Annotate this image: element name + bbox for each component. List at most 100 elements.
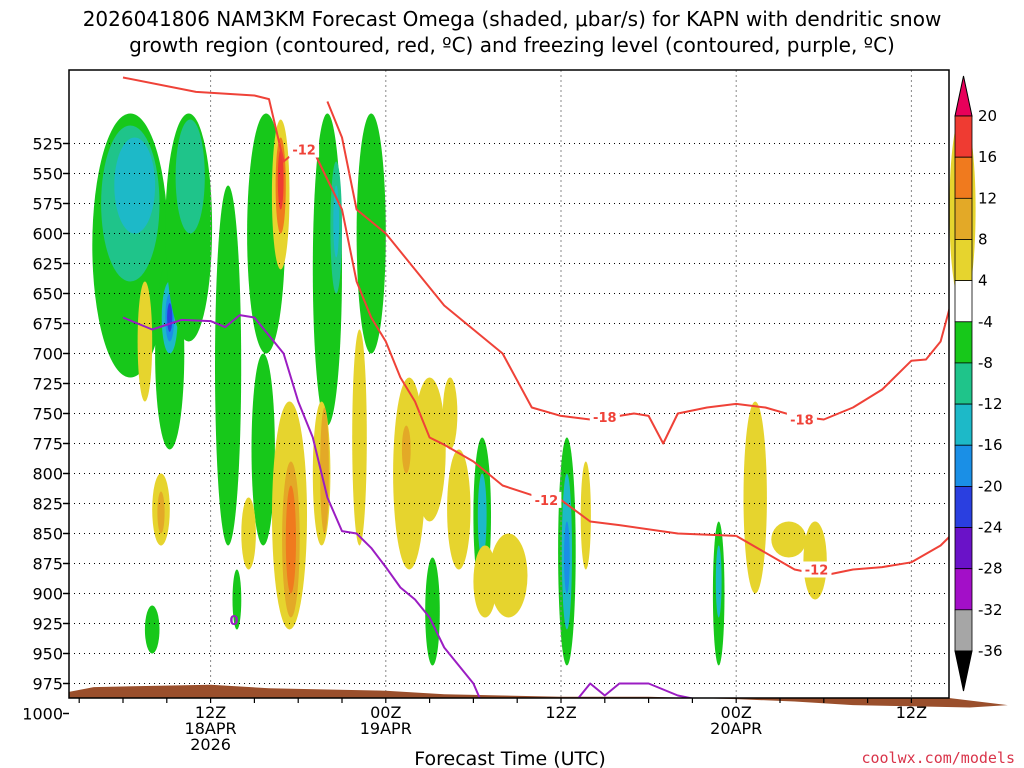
terrain-layer — [69, 684, 1008, 708]
credit-text[interactable]: coolwx.com/models — [861, 749, 1015, 767]
omega-shade-cell — [401, 425, 411, 474]
y-tick-label: 575 — [32, 195, 63, 214]
colorbar-label: -36 — [978, 642, 1003, 660]
y-tick-label: 750 — [32, 405, 63, 424]
colorbar-swatch — [954, 280, 973, 323]
y-tick-label: 625 — [32, 255, 63, 274]
colorbar-swatch — [954, 485, 973, 528]
y-tick-label: 950 — [32, 645, 63, 664]
colorbar-label: 16 — [978, 148, 997, 166]
contour-freezing_0 — [122, 314, 481, 698]
x-tick-label: 12Z — [545, 703, 576, 722]
x-tick-label: 18APR — [185, 719, 237, 738]
contour-label-bg — [589, 409, 620, 426]
omega-shade-cell — [580, 461, 591, 570]
y-tick-label: 825 — [32, 495, 63, 514]
colorbar-label: 20 — [978, 107, 997, 125]
x-tick-label: 20APR — [710, 719, 762, 738]
colorbar-swatch — [954, 197, 973, 240]
colorbar-swatch — [954, 239, 973, 282]
colorbar-swatch — [954, 568, 973, 611]
dgz-contour-label: -12 — [535, 494, 559, 509]
colorbar-label: -32 — [978, 601, 1003, 619]
omega-shading-layer — [92, 113, 976, 666]
freezing-contour-label: 0 — [229, 614, 238, 629]
omega-shade-cell — [167, 303, 173, 332]
omega-shade-cell — [803, 521, 827, 600]
contour-dgz_minus18 — [326, 101, 949, 445]
omega-shade-cell — [489, 533, 528, 618]
omega-shade-cell — [175, 119, 205, 234]
colorbar-swatch — [954, 362, 973, 405]
x-tick-label: 12Z — [195, 703, 226, 722]
omega-shade-cell — [114, 137, 156, 234]
chart-title-line-1: 2026041806 NAM3KM Forecast Omega (shaded… — [83, 7, 942, 31]
x-tick-label: 00Z — [370, 703, 401, 722]
colorbar-label: -4 — [978, 313, 993, 331]
y-tick-label: 875 — [32, 555, 63, 574]
y-tick-label: 900 — [32, 585, 63, 604]
y-tick-label: 525 — [32, 135, 63, 154]
y-tick-label: 850 — [32, 525, 63, 544]
omega-shade-cell — [715, 545, 722, 618]
y-axis: 525 550 575 600 625 650 675 700 725 750 775 800 825 8… — [22, 135, 69, 724]
omega-shade-cell — [356, 113, 386, 354]
omega-shade-cell — [320, 407, 329, 534]
omega-shade-cell — [564, 521, 570, 594]
colorbar-label: 4 — [978, 272, 988, 290]
dgz-contour-label: -18 — [790, 414, 814, 429]
colorbar-swatch — [954, 609, 973, 652]
y-tick-label: 700 — [32, 345, 63, 364]
omega-shade-cell — [157, 491, 165, 534]
omega-shade-cell — [771, 521, 807, 558]
y-tick-label: 650 — [32, 285, 63, 304]
omega-shade-cell — [215, 185, 242, 546]
colorbar-label: -12 — [978, 395, 1003, 413]
y-tick-label: 925 — [32, 615, 63, 634]
colorbar-swatch — [954, 156, 973, 199]
omega-shade-cell — [285, 485, 296, 594]
omega-shade-cell — [232, 569, 242, 630]
omega-shade-cell — [447, 449, 471, 570]
y-tick-label: 550 — [32, 165, 63, 184]
omega-shade-cell — [442, 377, 458, 450]
omega-shade-cell — [352, 329, 367, 546]
colorbar-label: -20 — [978, 477, 1003, 495]
colorbar-label: 12 — [978, 189, 997, 207]
omega-shade-cell — [477, 473, 487, 558]
y-tick-label: 975 — [32, 675, 63, 694]
omega-shade-cell — [241, 497, 256, 570]
dgz-contour-label: -12 — [805, 564, 829, 579]
colorbar-swatch — [954, 115, 973, 158]
colorbar-swatch — [954, 321, 973, 364]
x-tick-label: 00Z — [721, 703, 752, 722]
colorbar-swatch — [954, 527, 973, 570]
colorbar: 20 16 12 8 4 -4 -8 -12 -16 -20 -24 -28 -32 -36 — [954, 75, 1003, 692]
contour-label-bg — [801, 561, 832, 578]
colorbar-label: -24 — [978, 519, 1003, 537]
x-tick-label: 12Z — [896, 703, 927, 722]
contour-freezing_0_low — [577, 682, 695, 698]
y-tick-label: 1000 — [22, 705, 63, 724]
y-tick-label: 600 — [32, 225, 63, 244]
contour-layer: -12 -18 -18 -12 -12 0 — [122, 76, 949, 698]
omega-shade-cell — [137, 281, 153, 402]
y-tick-label: 675 — [32, 315, 63, 334]
colorbar-label: -16 — [978, 436, 1003, 454]
colorbar-label: 8 — [978, 231, 988, 249]
contour-label-bg — [289, 141, 320, 158]
omega-shade-cell — [144, 605, 160, 654]
x-tick-label: 2026 — [190, 735, 231, 754]
y-tick-label: 775 — [32, 435, 63, 454]
omega-shade-cell — [425, 557, 440, 666]
colorbar-swatch — [954, 403, 973, 446]
y-tick-label: 800 — [32, 465, 63, 484]
gridlines — [69, 70, 949, 698]
colorbar-label: -28 — [978, 560, 1003, 578]
x-axis-label: Forecast Time (UTC) — [414, 748, 605, 768]
omega-shade-cell — [251, 353, 275, 546]
omega-shade-cell — [413, 377, 446, 522]
contour-label-bg — [786, 411, 817, 428]
